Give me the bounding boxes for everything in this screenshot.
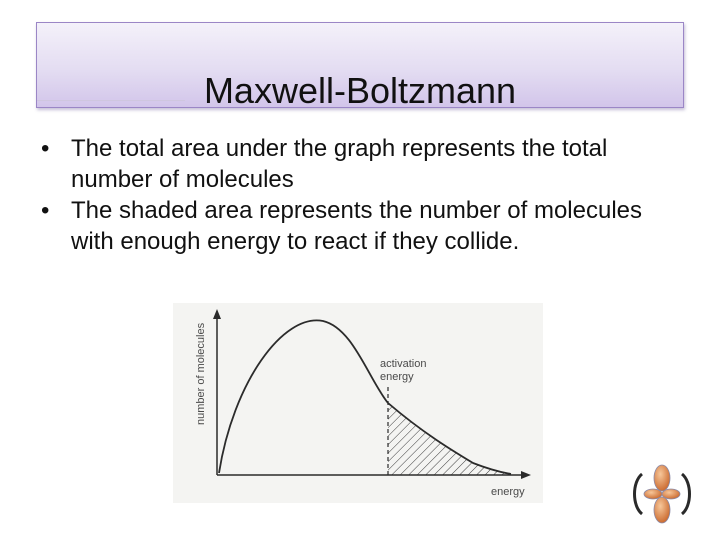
orbital-logo-icon (630, 464, 694, 524)
bullet-text: The shaded area represents the number of… (71, 197, 642, 255)
distribution-curve (218, 319, 512, 475)
bullet-marker: • (41, 197, 50, 224)
activation-label-line2: energy (380, 371, 414, 383)
x-axis-arrow (521, 471, 531, 479)
bullet-marker: • (41, 135, 50, 162)
bullet-text: The total area under the graph represent… (71, 135, 608, 193)
distribution-graph-svg: number of molecules energy activation en… (195, 309, 531, 498)
shaded-area (388, 403, 511, 475)
title-accent-line (37, 100, 185, 101)
slide-title: Maxwell-Boltzmann (203, 70, 517, 111)
y-axis-arrow (213, 309, 221, 319)
bullet-item: • The shaded area represents the number … (38, 195, 678, 257)
activation-label-line1: activation (380, 358, 426, 370)
orbital-logo-svg (633, 464, 691, 524)
x-axis-label: energy (491, 486, 525, 498)
bullet-list: • The total area under the graph represe… (38, 133, 678, 257)
y-axis-label: number of molecules (195, 322, 207, 425)
distribution-graph: number of molecules energy activation en… (173, 303, 543, 503)
title-banner: Maxwell-Boltzmann (36, 22, 684, 111)
bullet-item: • The total area under the graph represe… (38, 133, 678, 195)
